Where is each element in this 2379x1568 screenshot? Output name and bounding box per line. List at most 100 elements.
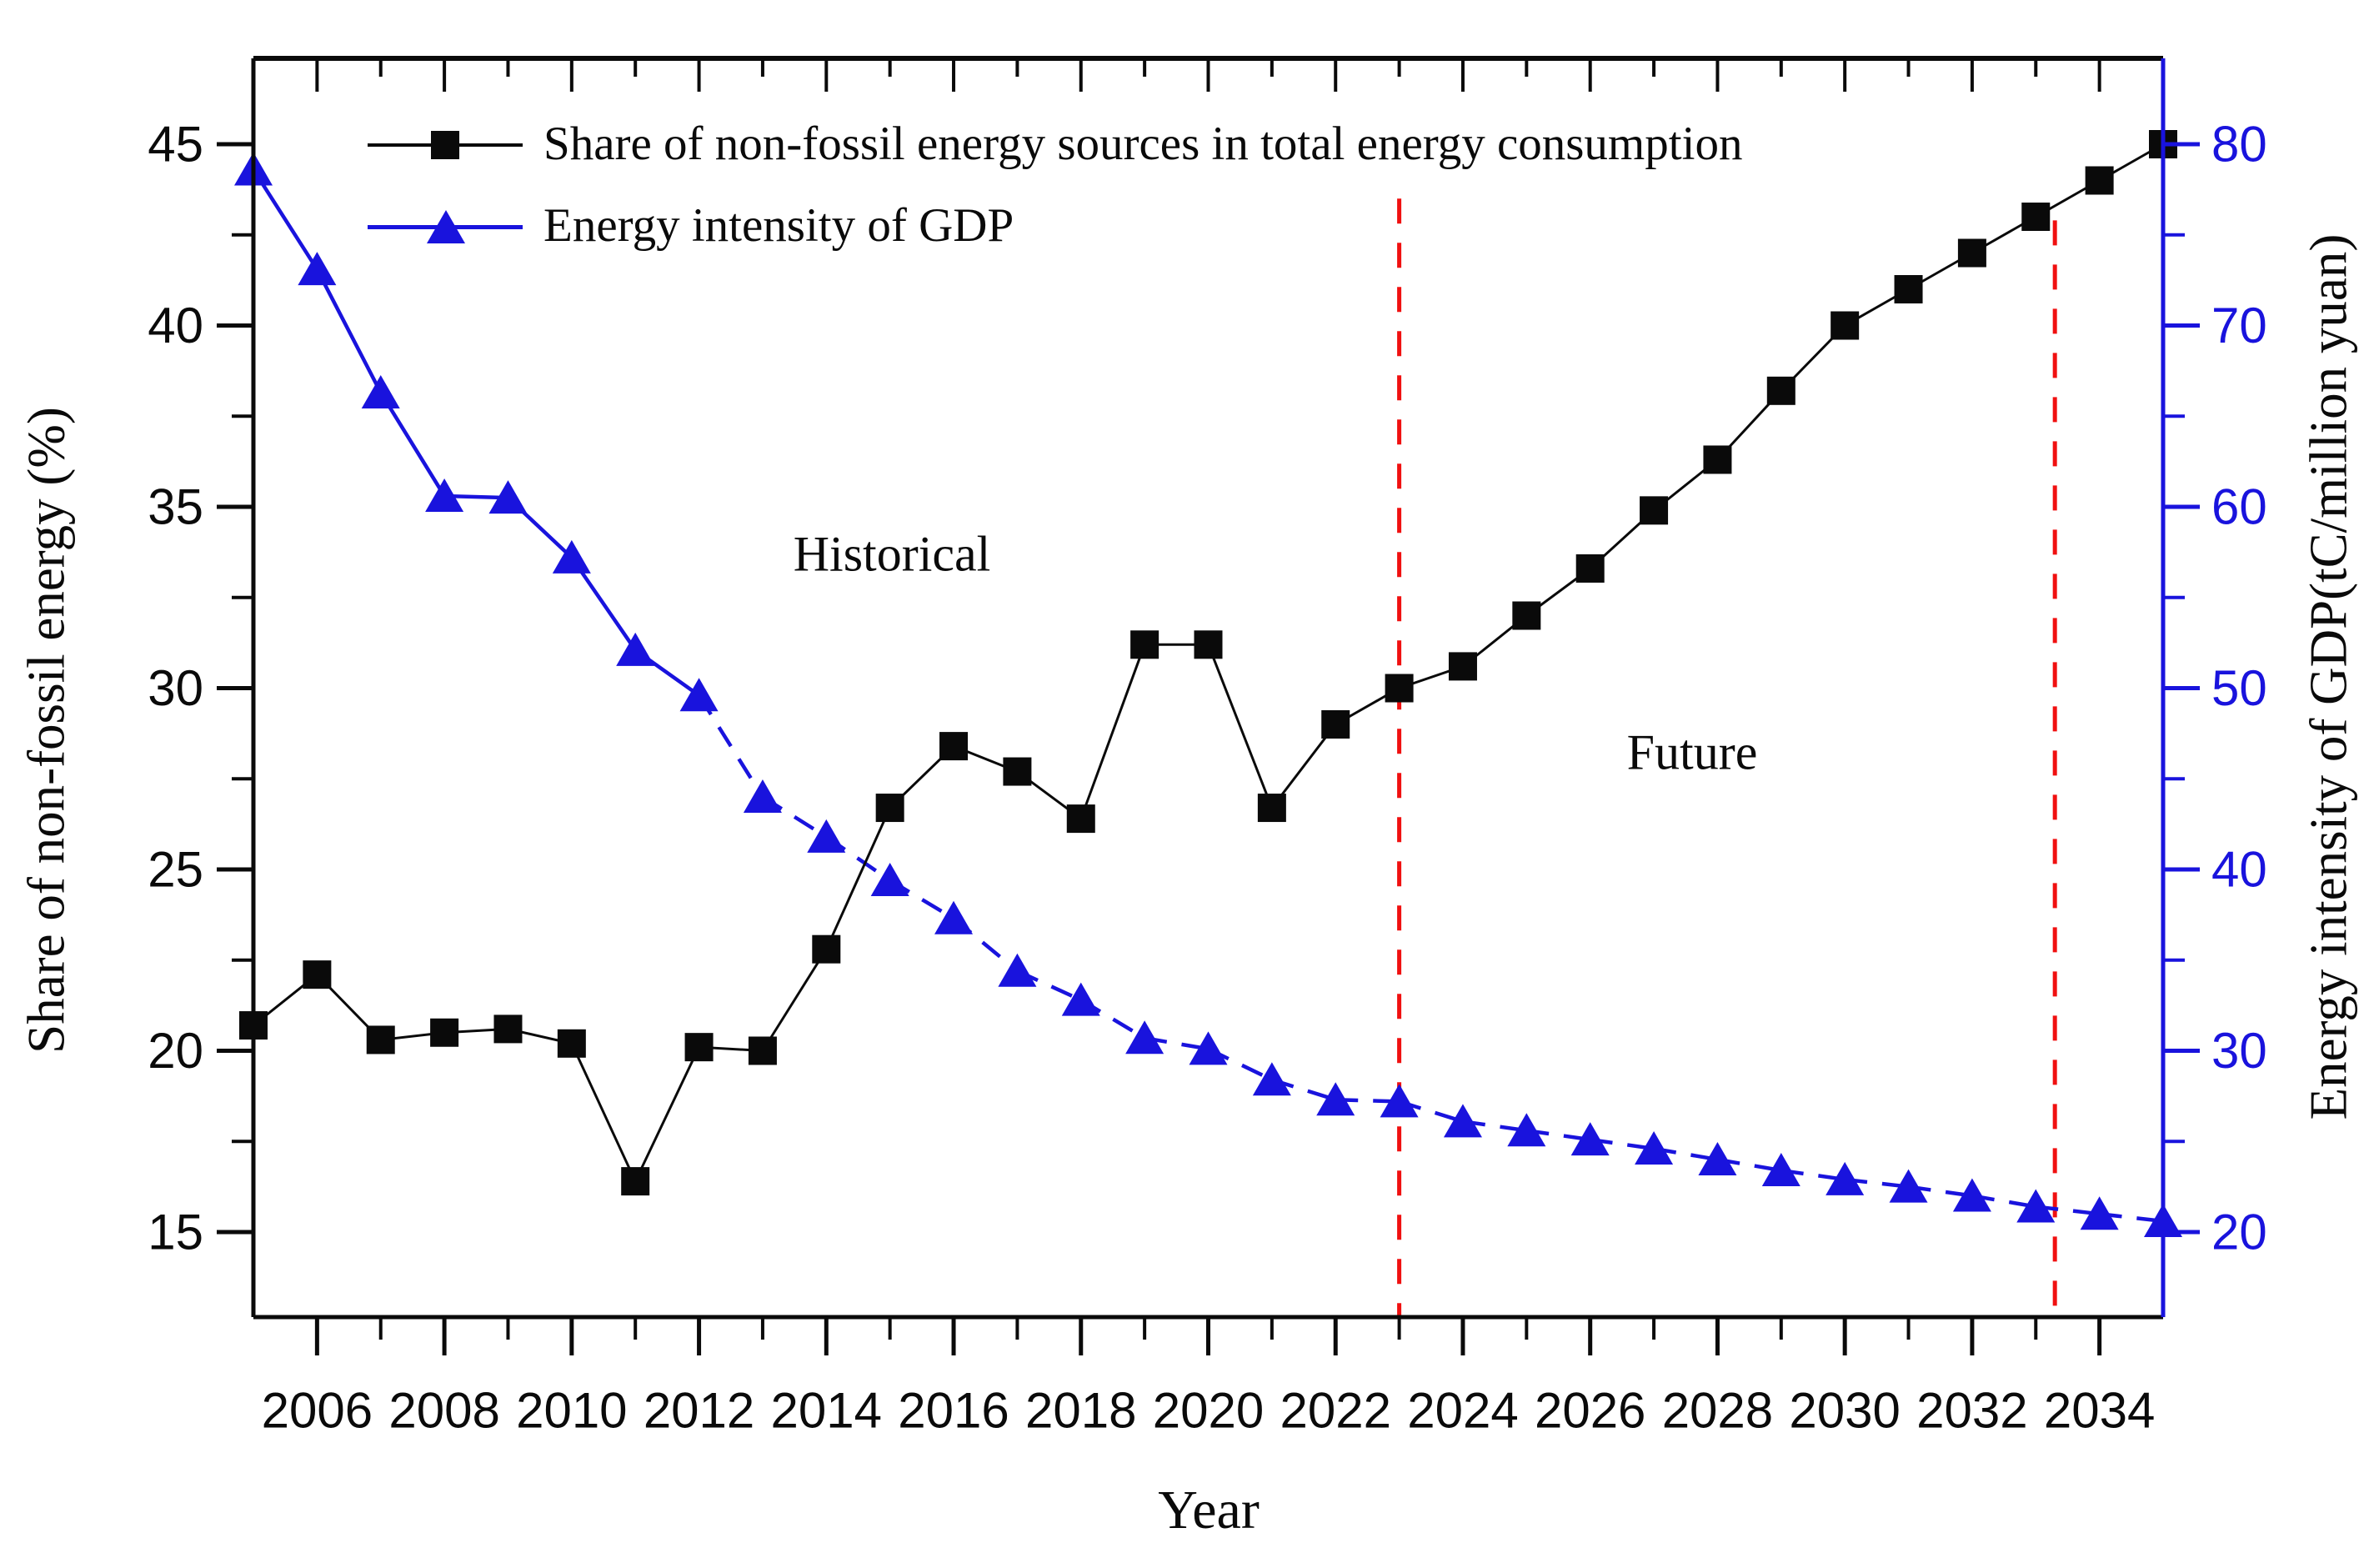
right-tick-label: 70 xyxy=(2211,298,2267,353)
plot-frame xyxy=(251,56,2166,1320)
square-marker xyxy=(2021,203,2051,231)
triangle-marker xyxy=(1189,1031,1228,1065)
x-tick-label: 2008 xyxy=(388,1383,499,1439)
x-tick-label: 2022 xyxy=(1280,1383,1390,1439)
left-tick-label: 25 xyxy=(148,842,203,898)
triangle-marker xyxy=(679,678,719,712)
right-tick-label: 60 xyxy=(2211,479,2267,535)
square-marker xyxy=(1321,710,1350,739)
divider-lines xyxy=(1397,198,2057,1317)
annotation-historical: Historical xyxy=(793,526,991,582)
left-tick-label: 20 xyxy=(148,1023,203,1079)
square-marker xyxy=(303,960,332,989)
series-energy-intensity xyxy=(234,152,2182,1237)
right-tick-label: 80 xyxy=(2211,117,2267,173)
triangle-marker xyxy=(1061,982,1100,1016)
x-tick-label: 2020 xyxy=(1153,1383,1264,1439)
triangle-marker xyxy=(488,480,528,514)
triangle-marker xyxy=(425,478,464,512)
triangle-marker xyxy=(1443,1104,1482,1138)
triangle-marker xyxy=(1507,1113,1546,1147)
triangle-marker xyxy=(1380,1084,1419,1118)
triangle-marker xyxy=(2080,1196,2119,1230)
triangle-marker xyxy=(1125,1020,1164,1055)
left-tick-label: 30 xyxy=(148,660,203,716)
x-tick-label: 2016 xyxy=(898,1383,1009,1439)
x-tick-label: 2032 xyxy=(1916,1383,2027,1439)
legend-label-intensity: Energy intensity of GDP xyxy=(543,199,1014,253)
square-marker xyxy=(493,1014,523,1044)
share-line xyxy=(253,143,2164,1185)
square-marker xyxy=(1385,674,1414,703)
square-marker xyxy=(1194,630,1223,659)
square-marker xyxy=(1831,311,1860,340)
square-marker xyxy=(1640,496,1669,525)
square-marker xyxy=(812,934,841,964)
left-tick-label: 40 xyxy=(148,298,203,353)
x-tick-label: 2026 xyxy=(1535,1383,1645,1439)
left-tick-label: 45 xyxy=(148,117,203,173)
x-axis: 2006 2008 2010 2012 2014 2016 2018 2020 2022 2024… xyxy=(262,58,2155,1439)
annotation-future: Future xyxy=(1626,724,1758,780)
triangle-marker xyxy=(870,863,909,897)
triangle-marker xyxy=(998,953,1037,987)
square-marker xyxy=(1894,275,1923,303)
legend-square-marker-icon xyxy=(431,131,459,159)
square-marker xyxy=(2085,166,2114,195)
square-marker xyxy=(1703,445,1732,474)
square-marker xyxy=(1130,630,1159,659)
left-axis: 15 20 25 30 35 40 45 xyxy=(148,117,253,1260)
triangle-marker xyxy=(1698,1142,1737,1175)
left-tick-label: 35 xyxy=(148,479,203,535)
right-tick-label: 30 xyxy=(2211,1023,2267,1079)
square-marker xyxy=(557,1029,586,1058)
square-marker xyxy=(875,794,904,823)
triangle-marker xyxy=(361,374,400,408)
series-nonfossil-share xyxy=(239,130,2177,1196)
square-marker xyxy=(748,1036,777,1065)
triangle-marker xyxy=(1252,1062,1291,1096)
x-tick-label: 2014 xyxy=(771,1383,882,1439)
legend-label-share: Share of non-fossil energy sources in to… xyxy=(543,118,1743,171)
square-marker xyxy=(430,1018,459,1047)
triangle-marker xyxy=(616,632,655,666)
triangle-marker xyxy=(1761,1153,1801,1187)
square-marker xyxy=(366,1025,395,1055)
series xyxy=(234,130,2182,1237)
square-marker xyxy=(1257,794,1286,823)
square-marker xyxy=(1575,554,1605,583)
square-marker xyxy=(1448,652,1477,681)
x-tick-label: 2028 xyxy=(1662,1383,1773,1439)
square-marker xyxy=(1766,376,1796,405)
triangle-marker xyxy=(552,539,591,574)
x-tick-label: 2006 xyxy=(262,1383,373,1439)
triangle-marker xyxy=(2016,1189,2056,1223)
triangle-marker xyxy=(934,900,974,934)
triangle-marker xyxy=(807,819,846,853)
right-axis-title: Energy intensity of GDP(tC/million yuan) xyxy=(2299,233,2358,1120)
x-tick-label: 2024 xyxy=(1407,1383,1518,1439)
triangle-marker xyxy=(1570,1122,1610,1156)
square-marker xyxy=(1066,804,1095,834)
legend-triangle-marker-icon xyxy=(427,210,465,243)
square-marker xyxy=(1512,601,1541,630)
x-tick-label: 2030 xyxy=(1789,1383,1900,1439)
right-tick-label: 50 xyxy=(2211,660,2267,716)
x-tick-label: 2010 xyxy=(516,1383,627,1439)
left-axis-title: Share of non-fossil energy (%) xyxy=(17,407,76,1054)
right-tick-label: 20 xyxy=(2211,1205,2267,1260)
square-marker xyxy=(1003,757,1032,786)
square-marker xyxy=(1957,238,1986,268)
x-axis-title: Year xyxy=(1158,1480,1260,1540)
x-tick-label: 2012 xyxy=(644,1383,754,1439)
triangle-marker xyxy=(1316,1082,1355,1116)
square-marker xyxy=(939,732,969,761)
triangle-marker xyxy=(1952,1178,1991,1212)
triangle-marker xyxy=(743,779,782,813)
x-tick-label: 2018 xyxy=(1025,1383,1136,1439)
right-tick-label: 40 xyxy=(2211,842,2267,898)
square-marker xyxy=(684,1033,714,1062)
triangle-marker xyxy=(1635,1130,1674,1165)
